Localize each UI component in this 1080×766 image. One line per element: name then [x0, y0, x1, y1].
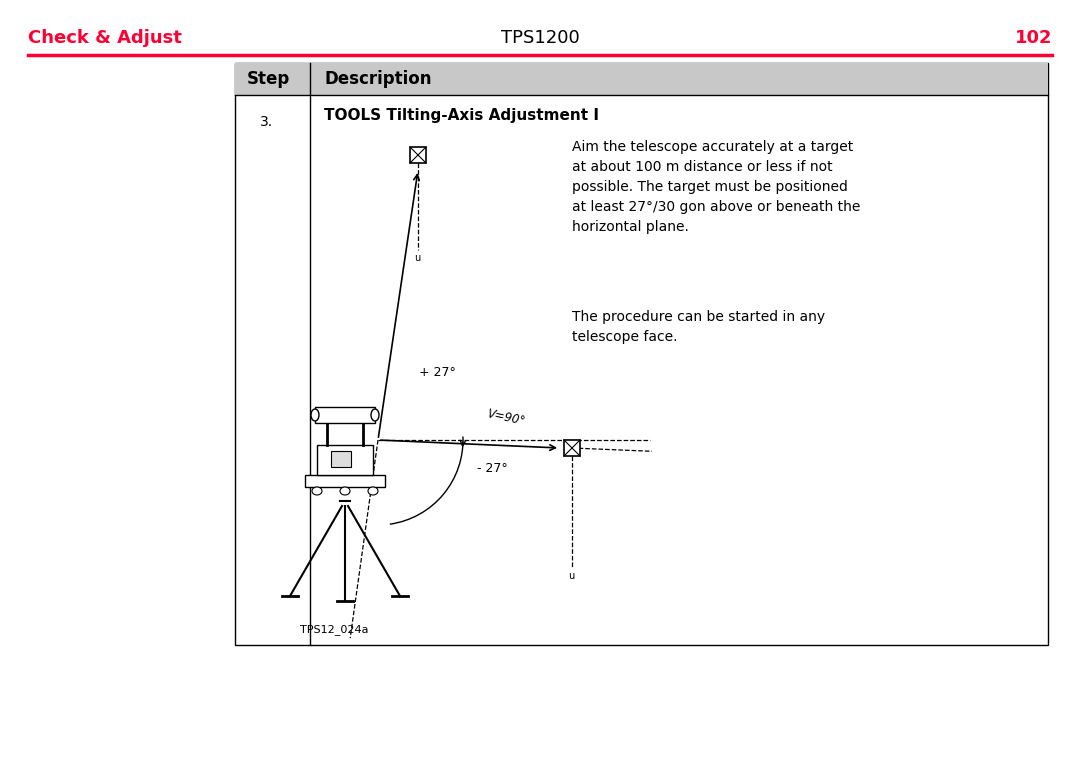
Text: TPS12_024a: TPS12_024a	[300, 624, 368, 635]
Text: - 27°: - 27°	[477, 462, 508, 475]
Text: + 27°: + 27°	[419, 366, 456, 379]
Ellipse shape	[340, 487, 350, 495]
Text: The procedure can be started in any
telescope face.: The procedure can be started in any tele…	[572, 310, 825, 344]
Text: Step: Step	[247, 70, 291, 88]
Bar	[330, 451, 351, 467]
Text: 102: 102	[1014, 29, 1052, 47]
Bar	[315, 407, 375, 423]
Ellipse shape	[311, 409, 319, 421]
Ellipse shape	[372, 409, 379, 421]
Bar	[318, 445, 373, 475]
Bar	[235, 63, 1048, 645]
Text: Check & Adjust: Check & Adjust	[28, 29, 181, 47]
Text: V=90°: V=90°	[485, 408, 526, 428]
Text: TOOLS Tilting-Axis Adjustment I: TOOLS Tilting-Axis Adjustment I	[324, 108, 599, 123]
Bar	[410, 147, 426, 163]
Bar	[564, 440, 580, 456]
Text: u: u	[568, 571, 575, 581]
Text: TPS1200: TPS1200	[501, 29, 579, 47]
Text: 3.: 3.	[260, 115, 273, 129]
Text: Aim the telescope accurately at a target
at about 100 m distance or less if not
: Aim the telescope accurately at a target…	[572, 140, 861, 234]
Text: Description: Description	[324, 70, 432, 88]
Ellipse shape	[368, 487, 378, 495]
Text: u: u	[414, 253, 420, 263]
Ellipse shape	[312, 487, 322, 495]
Bar	[235, 63, 1048, 95]
Bar	[305, 475, 384, 487]
